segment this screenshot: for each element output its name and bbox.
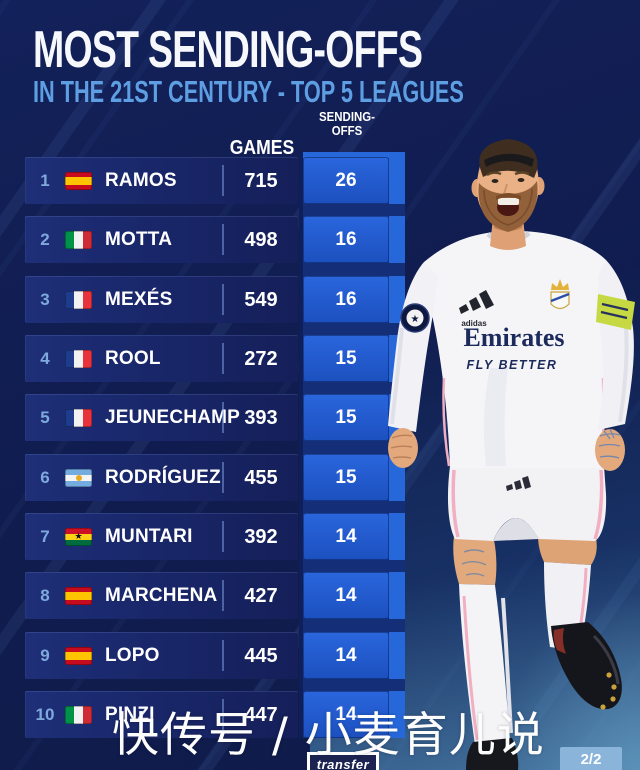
rank-label: 9	[40, 645, 50, 665]
column-divider	[222, 461, 224, 493]
sending-offs-band-cap	[303, 152, 405, 158]
column-divider	[222, 580, 224, 612]
sending-offs-value: 14	[303, 572, 389, 620]
table-row: 4 ROOL 272 15	[25, 334, 405, 382]
country-flag	[65, 468, 92, 487]
sending-offs-value: 14	[303, 690, 389, 738]
player-name: MEXÉS	[105, 288, 173, 310]
player-name: LOPO	[105, 644, 160, 666]
sending-offs-value: 14	[303, 512, 389, 560]
band-strip-segment	[389, 453, 405, 501]
table-row: 9 LOPO 445 14	[25, 631, 405, 679]
sending-offs-value: 15	[303, 334, 389, 382]
table-row: 10 PINZI 447 14	[25, 690, 405, 738]
games-value: 549	[244, 288, 278, 311]
games-value: 715	[244, 170, 278, 192]
band-strip-segment	[389, 334, 405, 382]
rank-label: 5	[40, 408, 50, 428]
table-row: 8 MARCHENA 427 14	[25, 572, 405, 620]
rank-label: 10	[35, 704, 55, 724]
games-value: 393	[244, 407, 278, 430]
column-divider	[222, 283, 224, 315]
rank-label: 8	[40, 586, 50, 606]
page-title: MOST SENDING-OFFS	[33, 21, 423, 79]
column-divider	[222, 520, 224, 552]
column-divider	[222, 342, 224, 374]
band-strip-segment	[389, 216, 405, 264]
rank-label: 4	[40, 348, 50, 368]
player-name: JEUNECHAMP	[105, 407, 241, 429]
table-row: 3 MEXÉS 549 16	[25, 275, 405, 323]
rank-label: 3	[40, 289, 50, 309]
band-strip-segment	[389, 572, 405, 620]
rank-label: 6	[40, 467, 50, 487]
rank-label: 1	[40, 171, 50, 190]
player-name: PINZI	[105, 703, 155, 725]
column-divider	[222, 698, 224, 730]
column-header-sending-offs-line2: OFFS	[331, 123, 363, 138]
sending-offs-value: 15	[303, 394, 389, 442]
column-divider	[222, 639, 224, 671]
band-strip-segment	[389, 275, 405, 323]
rank-label: 7	[40, 526, 50, 546]
sending-offs-value: 16	[303, 216, 389, 264]
games-value: 427	[244, 585, 278, 608]
column-header-sending-offs-line1: SENDING-	[319, 109, 375, 124]
page-subtitle: IN THE 21ST CENTURY - TOP 5 LEAGUES	[33, 74, 464, 109]
table-row: 5 JEUNECHAMP 393 15	[25, 394, 405, 442]
country-flag	[65, 290, 92, 309]
column-header-sending-offs: SENDING- OFFS	[308, 110, 385, 138]
table-row: 6 RODRÍGUEZ 455 15	[25, 453, 405, 501]
player-name: MUNTARI	[105, 525, 193, 547]
country-flag	[65, 349, 92, 368]
games-value: 498	[244, 229, 278, 252]
column-divider	[222, 165, 224, 196]
player-name: RODRÍGUEZ	[105, 466, 221, 488]
table-row: 1 RAMOS 715 26	[25, 157, 405, 204]
band-strip-segment	[389, 157, 405, 204]
band-strip-segment	[389, 394, 405, 442]
player-name: ROOL	[105, 347, 161, 369]
player-name: MARCHENA	[105, 585, 218, 607]
page-indicator-badge: 2/2	[560, 747, 622, 770]
sending-offs-value: 14	[303, 631, 389, 679]
sending-offs-value: 15	[303, 453, 389, 501]
column-header-games: GAMES	[229, 137, 295, 159]
games-value: 272	[244, 347, 278, 370]
country-flag	[65, 409, 92, 428]
country-flag	[65, 231, 92, 250]
band-strip-segment	[389, 631, 405, 679]
games-value: 445	[244, 644, 278, 667]
games-value: 392	[244, 525, 278, 548]
band-strip-segment	[389, 690, 405, 738]
country-flag	[65, 527, 92, 546]
table-row: 7 MUNTARI 392 14	[25, 512, 405, 560]
games-value: 455	[244, 466, 278, 489]
sending-offs-value: 26	[303, 157, 389, 204]
band-strip-segment	[389, 512, 405, 560]
player-name: RAMOS	[105, 170, 177, 191]
player-name: MOTTA	[105, 229, 173, 251]
column-divider	[222, 402, 224, 434]
country-flag	[65, 705, 92, 724]
column-divider	[222, 224, 224, 256]
watermark-text: 快传号 / 小麦育儿说	[112, 708, 545, 763]
country-flag	[65, 587, 92, 606]
rank-label: 2	[40, 230, 50, 250]
sending-offs-value: 16	[303, 275, 389, 323]
table-row: 2 MOTTA 498 16	[25, 216, 405, 264]
transfer-source-logo: transfer	[307, 752, 379, 770]
country-flag	[65, 646, 92, 665]
country-flag	[65, 172, 92, 190]
games-value: 447	[244, 703, 278, 726]
